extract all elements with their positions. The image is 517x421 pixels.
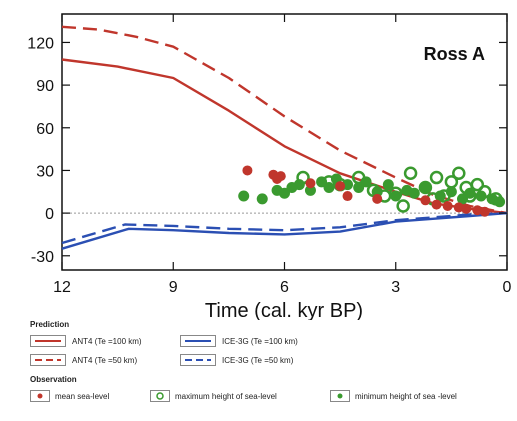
y-tick-label: -30 [31,249,54,266]
legend-item-ice3g-50: ICE-3G (Te =50 km) [180,354,293,366]
legend-label-ice3g-50: ICE-3G (Te =50 km) [222,355,294,365]
legend-item-ice3g-100: ICE-3G (Te =100 km) [180,335,298,347]
legend-swatch-ice3g-dashed [180,354,216,366]
obs-maximum-point [478,185,492,199]
legend: Prediction ANT4 (Te =100 km) ICE-3G (Te … [30,320,510,404]
legend-item-maximum: maximum height of sea-level [150,390,330,402]
obs-maximum-point [444,175,459,189]
obs-mean-point [420,195,431,206]
obs-maximum-point [396,199,410,213]
obs-minimum-point [353,182,365,194]
y-tick-label: 120 [27,35,54,52]
obs-mean-point [453,202,464,213]
legend-item-mean: mean sea-level [30,390,150,402]
obs-minimum-point [419,182,431,194]
legend-swatch-ant4-dashed [30,354,66,366]
obs-mean-point [242,165,253,176]
legend-item-minimum: minimum height of sea -level [330,390,457,402]
legend-swatch-maximum-ring [150,390,170,402]
obs-minimum-point [279,187,290,199]
obs-minimum-point [256,193,268,205]
obs-minimum-point [408,187,420,199]
obs-mean-point [461,203,472,214]
legend-item-ant4-50: ANT4 (Te =50 km) [30,354,180,366]
legend-label-minimum: minimum height of sea -level [355,391,457,401]
legend-swatch-ant4-solid [30,335,66,347]
legend-item-ant4-100: ANT4 (Te =100 km) [30,335,180,347]
obs-maximum-point [470,177,485,192]
y-tick-label: 60 [36,121,54,138]
obs-maximum-point [403,166,418,181]
x-tick-label: 9 [169,279,178,296]
legend-label-ice3g-100: ICE-3G (Te =100 km) [222,336,298,346]
legend-prediction-heading: Prediction [30,320,70,329]
y-tick-label: 90 [36,78,54,95]
legend-row-100: ANT4 (Te =100 km) ICE-3G (Te =100 km) [30,333,510,349]
obs-maximum-point [389,186,403,200]
series-line-3 [61,211,508,245]
obs-maximum-point [489,192,503,206]
y-tick-label: 0 [45,206,54,223]
legend-label-ant4-50: ANT4 (Te =50 km) [72,355,138,365]
plot-title: Ross A [424,44,485,64]
obs-mean-point [372,193,383,204]
series-line-2 [61,211,508,250]
legend-label-mean: mean sea-level [55,391,110,401]
obs-mean-point [275,171,286,182]
observations-layer [238,165,506,217]
legend-swatch-ice3g-solid [180,335,216,347]
obs-maximum-point [463,189,477,203]
obs-mean-point [431,199,442,210]
x-tick-label: 0 [503,279,512,296]
obs-maximum-point [452,166,466,181]
obs-mean-point [442,201,453,211]
obs-mean-point [472,205,483,216]
legend-label-maximum: maximum height of sea-level [175,391,277,401]
obs-maximum-point [296,170,310,185]
y-tick-label: 30 [36,163,54,180]
legend-observation-row: mean sea-level maximum height of sea-lev… [30,388,510,404]
obs-mean-point [479,206,490,217]
legend-swatch-minimum-dot [330,390,350,402]
obs-minimum-point [304,184,316,196]
x-tick-label: 3 [391,279,400,296]
obs-mean-point [342,191,353,202]
obs-minimum-point [238,190,250,202]
obs-maximum-point [351,170,366,185]
legend-observation-heading: Observation [30,375,77,384]
obs-maximum-point [418,180,433,195]
x-axis-title: Time (cal. kyr BP) [205,300,363,320]
legend-row-50: ANT4 (Te =50 km) ICE-3G (Te =50 km) [30,352,510,368]
x-tick-label: 12 [53,279,71,296]
obs-maximum-point [437,189,451,203]
legend-label-ant4-100: ANT4 (Te =100 km) [72,336,142,346]
legend-swatch-mean-dot [30,390,50,402]
x-tick-label: 6 [280,279,289,296]
obs-mean-point [305,178,316,189]
obs-minimum-point [382,179,394,191]
obs-mean-point [335,181,346,192]
obs-maximum-point [429,170,444,185]
